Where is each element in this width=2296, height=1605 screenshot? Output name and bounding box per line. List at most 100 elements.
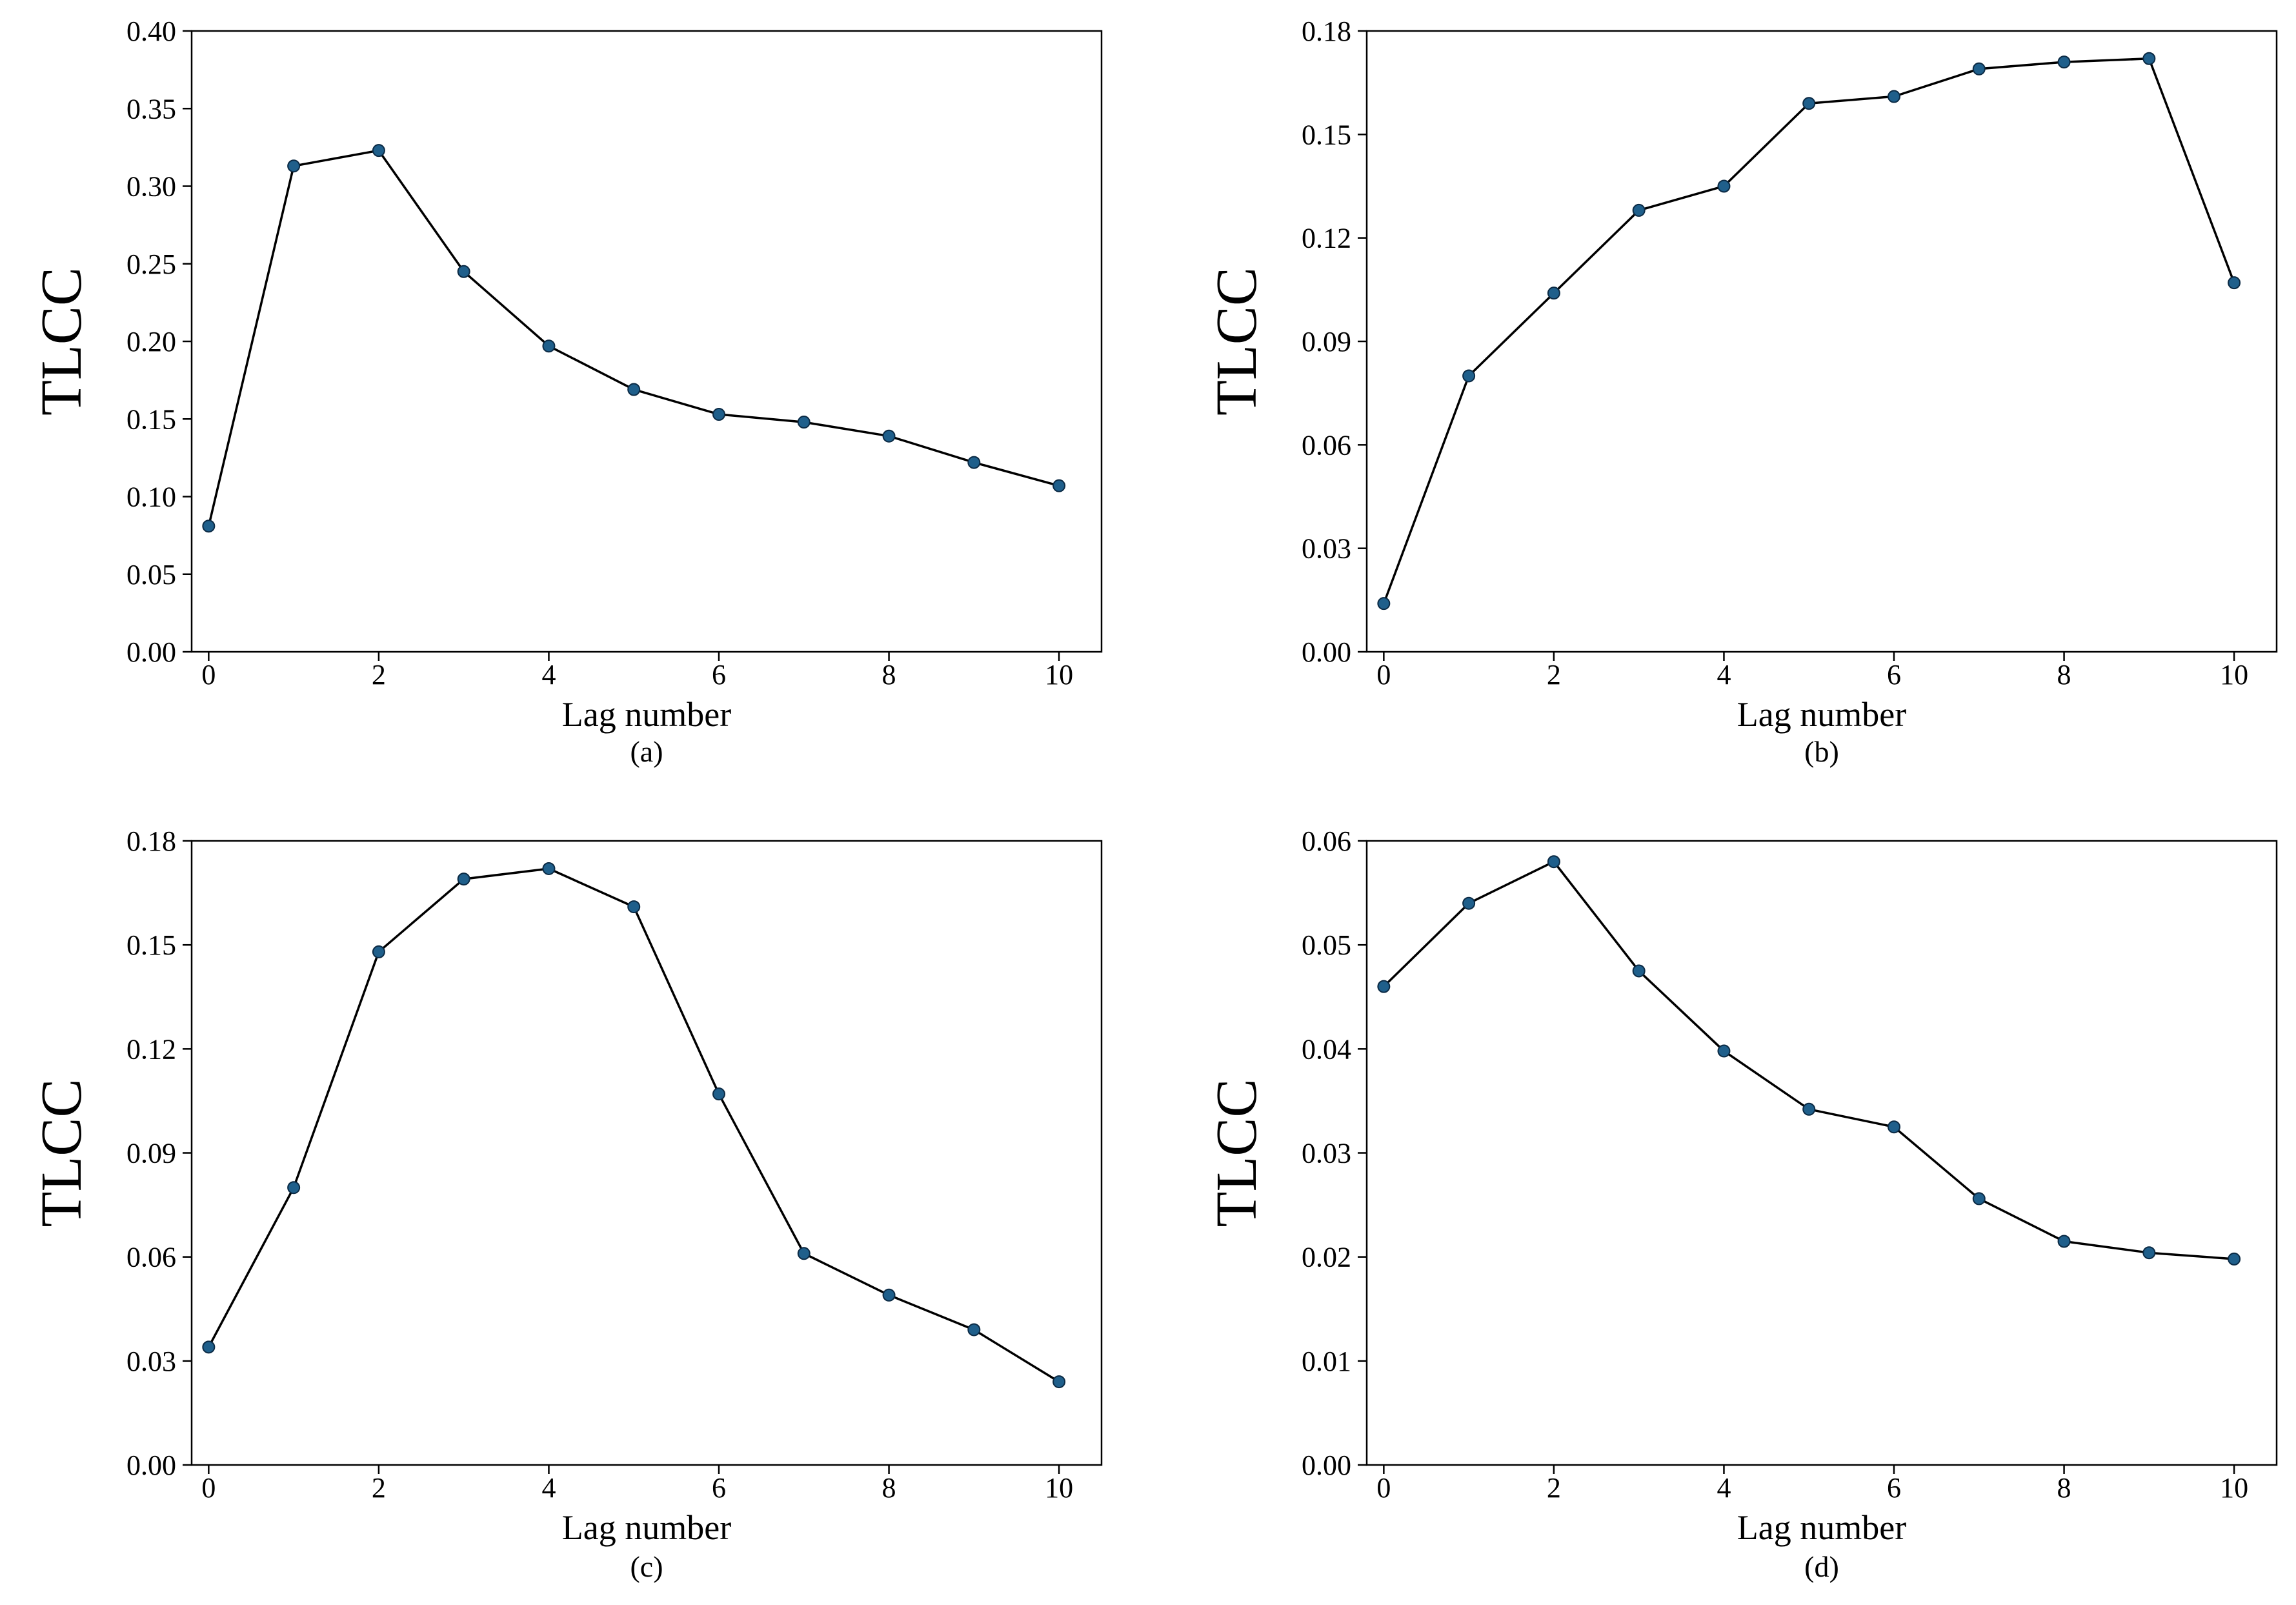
x-tick-label: 2 bbox=[1547, 1472, 1561, 1504]
data-point bbox=[1052, 479, 1066, 492]
x-tick-label: 4 bbox=[1717, 659, 1731, 691]
data-point bbox=[967, 1323, 981, 1337]
panel-label: (a) bbox=[630, 735, 663, 768]
data-point bbox=[1802, 97, 1816, 110]
y-tick-label: 0.18 bbox=[1302, 15, 1351, 47]
data-point bbox=[797, 1247, 811, 1260]
y-tick-label: 0.12 bbox=[126, 1033, 176, 1065]
y-tick-label: 0.10 bbox=[126, 481, 176, 513]
data-point bbox=[1547, 287, 1560, 300]
y-tick-label: 0.15 bbox=[126, 929, 176, 961]
data-point bbox=[1632, 203, 1646, 217]
y-tick-label: 0.25 bbox=[126, 248, 176, 280]
x-tick-label: 0 bbox=[1376, 659, 1391, 691]
y-tick-label: 0.15 bbox=[1302, 119, 1351, 150]
data-point bbox=[2057, 1235, 2071, 1248]
data-point bbox=[882, 429, 896, 443]
x-axis-title: Lag number bbox=[562, 695, 731, 734]
data-point bbox=[1717, 179, 1731, 193]
data-point bbox=[457, 873, 470, 886]
data-point bbox=[2057, 56, 2071, 69]
y-tick-label: 0.00 bbox=[126, 636, 176, 668]
y-tick-label: 0.09 bbox=[126, 1138, 176, 1169]
data-point bbox=[712, 1087, 726, 1101]
data-point bbox=[287, 1181, 301, 1195]
y-axis-title: TLCC bbox=[30, 267, 94, 416]
data-point bbox=[1052, 1375, 1066, 1389]
data-point bbox=[627, 900, 641, 914]
x-tick-label: 10 bbox=[1045, 1472, 1073, 1504]
data-point bbox=[1717, 1044, 1731, 1058]
y-tick-label: 0.02 bbox=[1302, 1242, 1351, 1273]
x-tick-label: 8 bbox=[2057, 659, 2071, 691]
panel-d: 0.00 0.01 0.02 0.03 0.04 0.05 0.06 0 2 4 6 8 10 TLCC L… bbox=[1205, 825, 2278, 1583]
data-point bbox=[627, 383, 641, 396]
data-point bbox=[202, 520, 216, 533]
y-tick-label: 0.05 bbox=[126, 559, 176, 591]
panel-a: 0.00 0.05 0.10 0.15 0.20 0.25 0.30 0.35 0.40 0 2 4 6… bbox=[30, 15, 1103, 768]
data-point bbox=[1972, 62, 1986, 76]
y-tick-label: 0.15 bbox=[126, 403, 176, 435]
x-tick-label: 6 bbox=[1887, 659, 1901, 691]
y-tick-label: 0.03 bbox=[1302, 1138, 1351, 1169]
x-tick-label: 4 bbox=[541, 659, 556, 691]
x-tick-label: 6 bbox=[1887, 1472, 1901, 1504]
data-point bbox=[2142, 52, 2156, 65]
y-tick-label: 0.03 bbox=[126, 1346, 176, 1377]
data-point bbox=[372, 945, 385, 958]
data-point bbox=[1462, 896, 1476, 910]
plot-frame bbox=[190, 30, 1103, 653]
x-tick-label: 10 bbox=[1045, 659, 1073, 691]
y-tick-label: 0.06 bbox=[1302, 825, 1351, 857]
data-point bbox=[1802, 1102, 1816, 1116]
x-tick-label: 8 bbox=[2057, 1472, 2071, 1504]
data-point bbox=[967, 456, 981, 469]
data-point bbox=[1888, 1120, 1901, 1134]
x-tick-label: 2 bbox=[372, 1472, 386, 1504]
y-axis-title: TLCC bbox=[1205, 267, 1269, 416]
data-point bbox=[542, 339, 556, 353]
data-point bbox=[882, 1288, 896, 1302]
panel-b: 0.00 0.03 0.06 0.09 0.12 0.15 0.18 0 2 4 6 8 10 TLCC L… bbox=[1205, 15, 2278, 768]
x-tick-label: 2 bbox=[372, 659, 386, 691]
plot-frame bbox=[1365, 840, 2278, 1466]
data-point bbox=[2228, 276, 2241, 290]
y-tick-label: 0.12 bbox=[1302, 223, 1351, 254]
data-point bbox=[372, 144, 385, 157]
panel-c: 0.00 0.03 0.06 0.09 0.12 0.15 0.18 0 2 4 6 8 10 TLCC L… bbox=[30, 825, 1103, 1583]
data-point bbox=[797, 416, 811, 429]
y-axis-title: TLCC bbox=[30, 1078, 94, 1227]
series-line bbox=[1383, 860, 2235, 1260]
data-point bbox=[1972, 1192, 1986, 1206]
y-tick-label: 0.06 bbox=[1302, 429, 1351, 461]
panel-label: (d) bbox=[1804, 1550, 1839, 1583]
y-tick-label: 0.00 bbox=[126, 1449, 176, 1481]
data-point bbox=[1547, 855, 1560, 869]
data-point bbox=[1377, 980, 1391, 993]
x-tick-label: 4 bbox=[1717, 1472, 1731, 1504]
series-line bbox=[207, 149, 1060, 527]
data-point bbox=[1888, 90, 1901, 103]
y-tick-label: 0.01 bbox=[1302, 1346, 1351, 1377]
x-tick-label: 8 bbox=[882, 1472, 896, 1504]
series-line bbox=[207, 867, 1060, 1383]
y-tick-label: 0.04 bbox=[1302, 1033, 1351, 1065]
x-tick-label: 2 bbox=[1547, 659, 1561, 691]
x-tick-label: 6 bbox=[712, 659, 726, 691]
y-axis-title: TLCC bbox=[1205, 1078, 1269, 1227]
x-tick-label: 4 bbox=[541, 1472, 556, 1504]
x-axis-title: Lag number bbox=[562, 1508, 731, 1547]
panel-label: (c) bbox=[630, 1550, 663, 1583]
y-tick-label: 0.20 bbox=[126, 326, 176, 358]
data-point bbox=[287, 159, 301, 173]
y-tick-label: 0.03 bbox=[1302, 533, 1351, 565]
y-tick-label: 0.35 bbox=[126, 93, 176, 125]
x-axis-title: Lag number bbox=[1737, 1508, 1906, 1547]
y-tick-label: 0.40 bbox=[126, 15, 176, 47]
x-tick-label: 10 bbox=[2220, 659, 2248, 691]
y-tick-label: 0.18 bbox=[126, 825, 176, 857]
data-point bbox=[1377, 597, 1391, 611]
x-tick-label: 0 bbox=[1376, 1472, 1391, 1504]
data-point bbox=[712, 408, 726, 421]
